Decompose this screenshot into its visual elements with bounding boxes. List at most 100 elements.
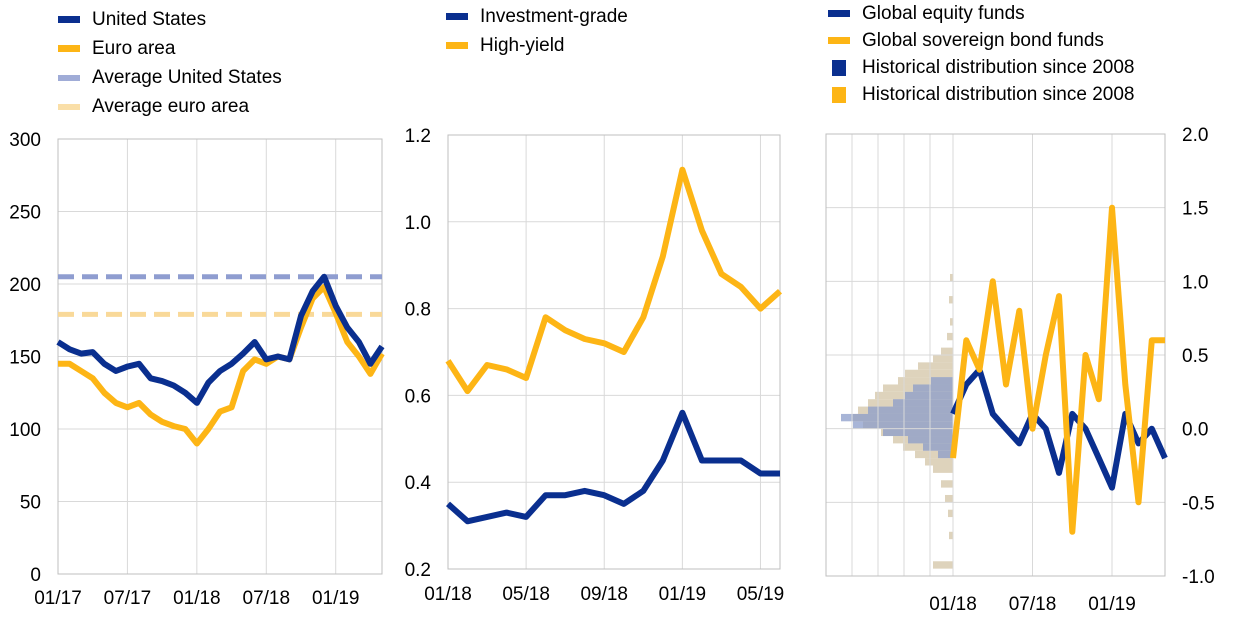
legend-item: United States <box>58 5 282 34</box>
legend-swatch <box>58 45 80 52</box>
legend-item: Global sovereign bond funds <box>828 27 1134 54</box>
legend-swatch <box>832 59 846 76</box>
y-tick-label: 0.0 <box>1182 420 1208 441</box>
histogram-bar <box>933 355 953 363</box>
histogram-bar <box>947 332 953 341</box>
histogram-bar <box>938 450 953 459</box>
x-tick-label: 01/17 <box>34 588 82 609</box>
legend-label: Investment-grade <box>480 6 628 27</box>
x-tick-label: 01/19 <box>659 584 707 605</box>
legend-label: Historical distribution since 2008 <box>862 57 1135 78</box>
plot-frame <box>447 134 781 570</box>
x-tick-label: 07/18 <box>1009 594 1057 615</box>
histogram-bar <box>941 480 953 488</box>
x-tick-label: 01/19 <box>312 588 360 609</box>
histogram-bar <box>918 362 953 370</box>
panel-bond-spreads: Investment-grade High-yield 1.2 1.0 0.8 0.6… <box>400 0 800 622</box>
x-tick-label: 09/18 <box>580 584 628 605</box>
legend-swatch <box>58 103 80 110</box>
histogram-bar <box>925 458 953 466</box>
chart-panel-3: 2.0 1.5 1.0 0.5 0.0 -0.5 -1.0 01/18 07/18 01/19 <box>825 125 1215 615</box>
legend-label: United States <box>92 9 207 30</box>
histogram-bar <box>933 561 953 569</box>
histogram-bar <box>949 531 953 540</box>
panel-cds-spreads: United States Euro area Average United S… <box>0 0 400 622</box>
histogram-bar <box>931 377 953 385</box>
legend-swatch <box>446 13 468 20</box>
legend-item: High-yield <box>446 31 628 60</box>
series-line <box>446 409 780 525</box>
histogram-bar <box>905 391 953 400</box>
legend-item: Euro area <box>58 34 282 63</box>
y-tick-label: 0.8 <box>405 300 431 321</box>
legend-item: Historical distribution since 2008 <box>828 81 1134 108</box>
y-tick-label: 1.2 <box>405 126 431 147</box>
x-tick-label: 01/18 <box>424 584 472 605</box>
legend-label: Average euro area <box>92 96 250 117</box>
histogram-bar <box>915 450 953 459</box>
series-line <box>56 273 385 406</box>
chart-panel-2: 1.2 1.0 0.8 0.6 0.4 0.2 01/18 05/18 09/18 01/19 05… <box>405 126 785 605</box>
legend-item: Historical distribution since 2008 <box>828 54 1134 81</box>
legend-swatch <box>446 42 468 49</box>
histogram-bar <box>853 421 953 429</box>
legend-panel-1: United States Euro area Average United S… <box>58 5 282 121</box>
histogram-bar <box>933 465 953 473</box>
y-tick-label: 0.2 <box>405 560 431 581</box>
legend-label: Global equity funds <box>862 3 1025 24</box>
chart-panel-1: 300 250 200 150 100 50 001/17 07/17 01/18 07/18 01… <box>9 130 385 609</box>
legend-item: Global equity funds <box>828 0 1134 27</box>
x-tick-label: 01/18 <box>173 588 221 609</box>
legend-swatch <box>58 74 80 81</box>
y-tick-label: 0.4 <box>405 473 432 494</box>
y-tick-label: 100 <box>9 420 41 441</box>
y-tick-label: 2.0 <box>1182 125 1208 146</box>
y-tick-label: 0 <box>30 565 41 586</box>
plot-frame <box>825 133 1166 577</box>
y-tick-label: 1.5 <box>1182 199 1208 220</box>
histogram-bar <box>913 384 953 392</box>
histogram-bar <box>883 428 953 437</box>
legend-swatch <box>832 86 846 103</box>
histogram-bar <box>950 318 953 326</box>
x-tick-label: 01/18 <box>929 594 977 615</box>
y-tick-label: -0.5 <box>1182 493 1215 514</box>
legend-label: Average United States <box>92 67 282 88</box>
x-tick-label: 05/19 <box>737 584 785 605</box>
histogram-bar <box>948 509 953 518</box>
legend-item: Average euro area <box>58 92 282 121</box>
y-tick-label: 250 <box>9 203 41 224</box>
legend-label: Historical distribution since 2008 <box>862 84 1135 105</box>
y-tick-label: 1.0 <box>405 213 431 234</box>
legend-item: Investment-grade <box>446 2 628 31</box>
y-tick-label: 150 <box>9 348 41 369</box>
panel-fund-flows: Global equity funds Global sovereign bon… <box>800 0 1240 622</box>
histogram-bar <box>898 377 953 385</box>
x-tick-label: 07/17 <box>104 588 152 609</box>
x-tick-label: 05/18 <box>502 584 550 605</box>
legend-item: Average United States <box>58 63 282 92</box>
y-tick-label: 50 <box>20 493 41 514</box>
series-line <box>58 283 385 447</box>
histogram-bar <box>868 406 953 414</box>
legend-panel-3: Global equity funds Global sovereign bon… <box>828 0 1134 108</box>
histogram-bar <box>923 443 953 451</box>
legend-label: Global sovereign bond funds <box>862 30 1104 51</box>
y-tick-label: 0.6 <box>405 386 431 407</box>
histogram-bar <box>905 369 953 378</box>
legend-swatch <box>58 16 80 23</box>
histogram-bar <box>841 413 953 422</box>
legend-swatch <box>828 10 850 17</box>
histogram-bar <box>950 273 953 282</box>
y-tick-label: 1.0 <box>1182 272 1208 293</box>
histogram-bar <box>949 296 953 304</box>
x-tick-label: 07/18 <box>243 588 291 609</box>
series-line <box>950 204 1165 535</box>
legend-swatch <box>828 37 850 44</box>
y-tick-label: 200 <box>9 275 41 296</box>
histogram-bar <box>945 494 953 503</box>
histogram-bar <box>893 399 953 407</box>
histogram-bar <box>941 347 953 355</box>
series-line <box>445 166 782 395</box>
y-tick-label: -1.0 <box>1182 567 1215 588</box>
